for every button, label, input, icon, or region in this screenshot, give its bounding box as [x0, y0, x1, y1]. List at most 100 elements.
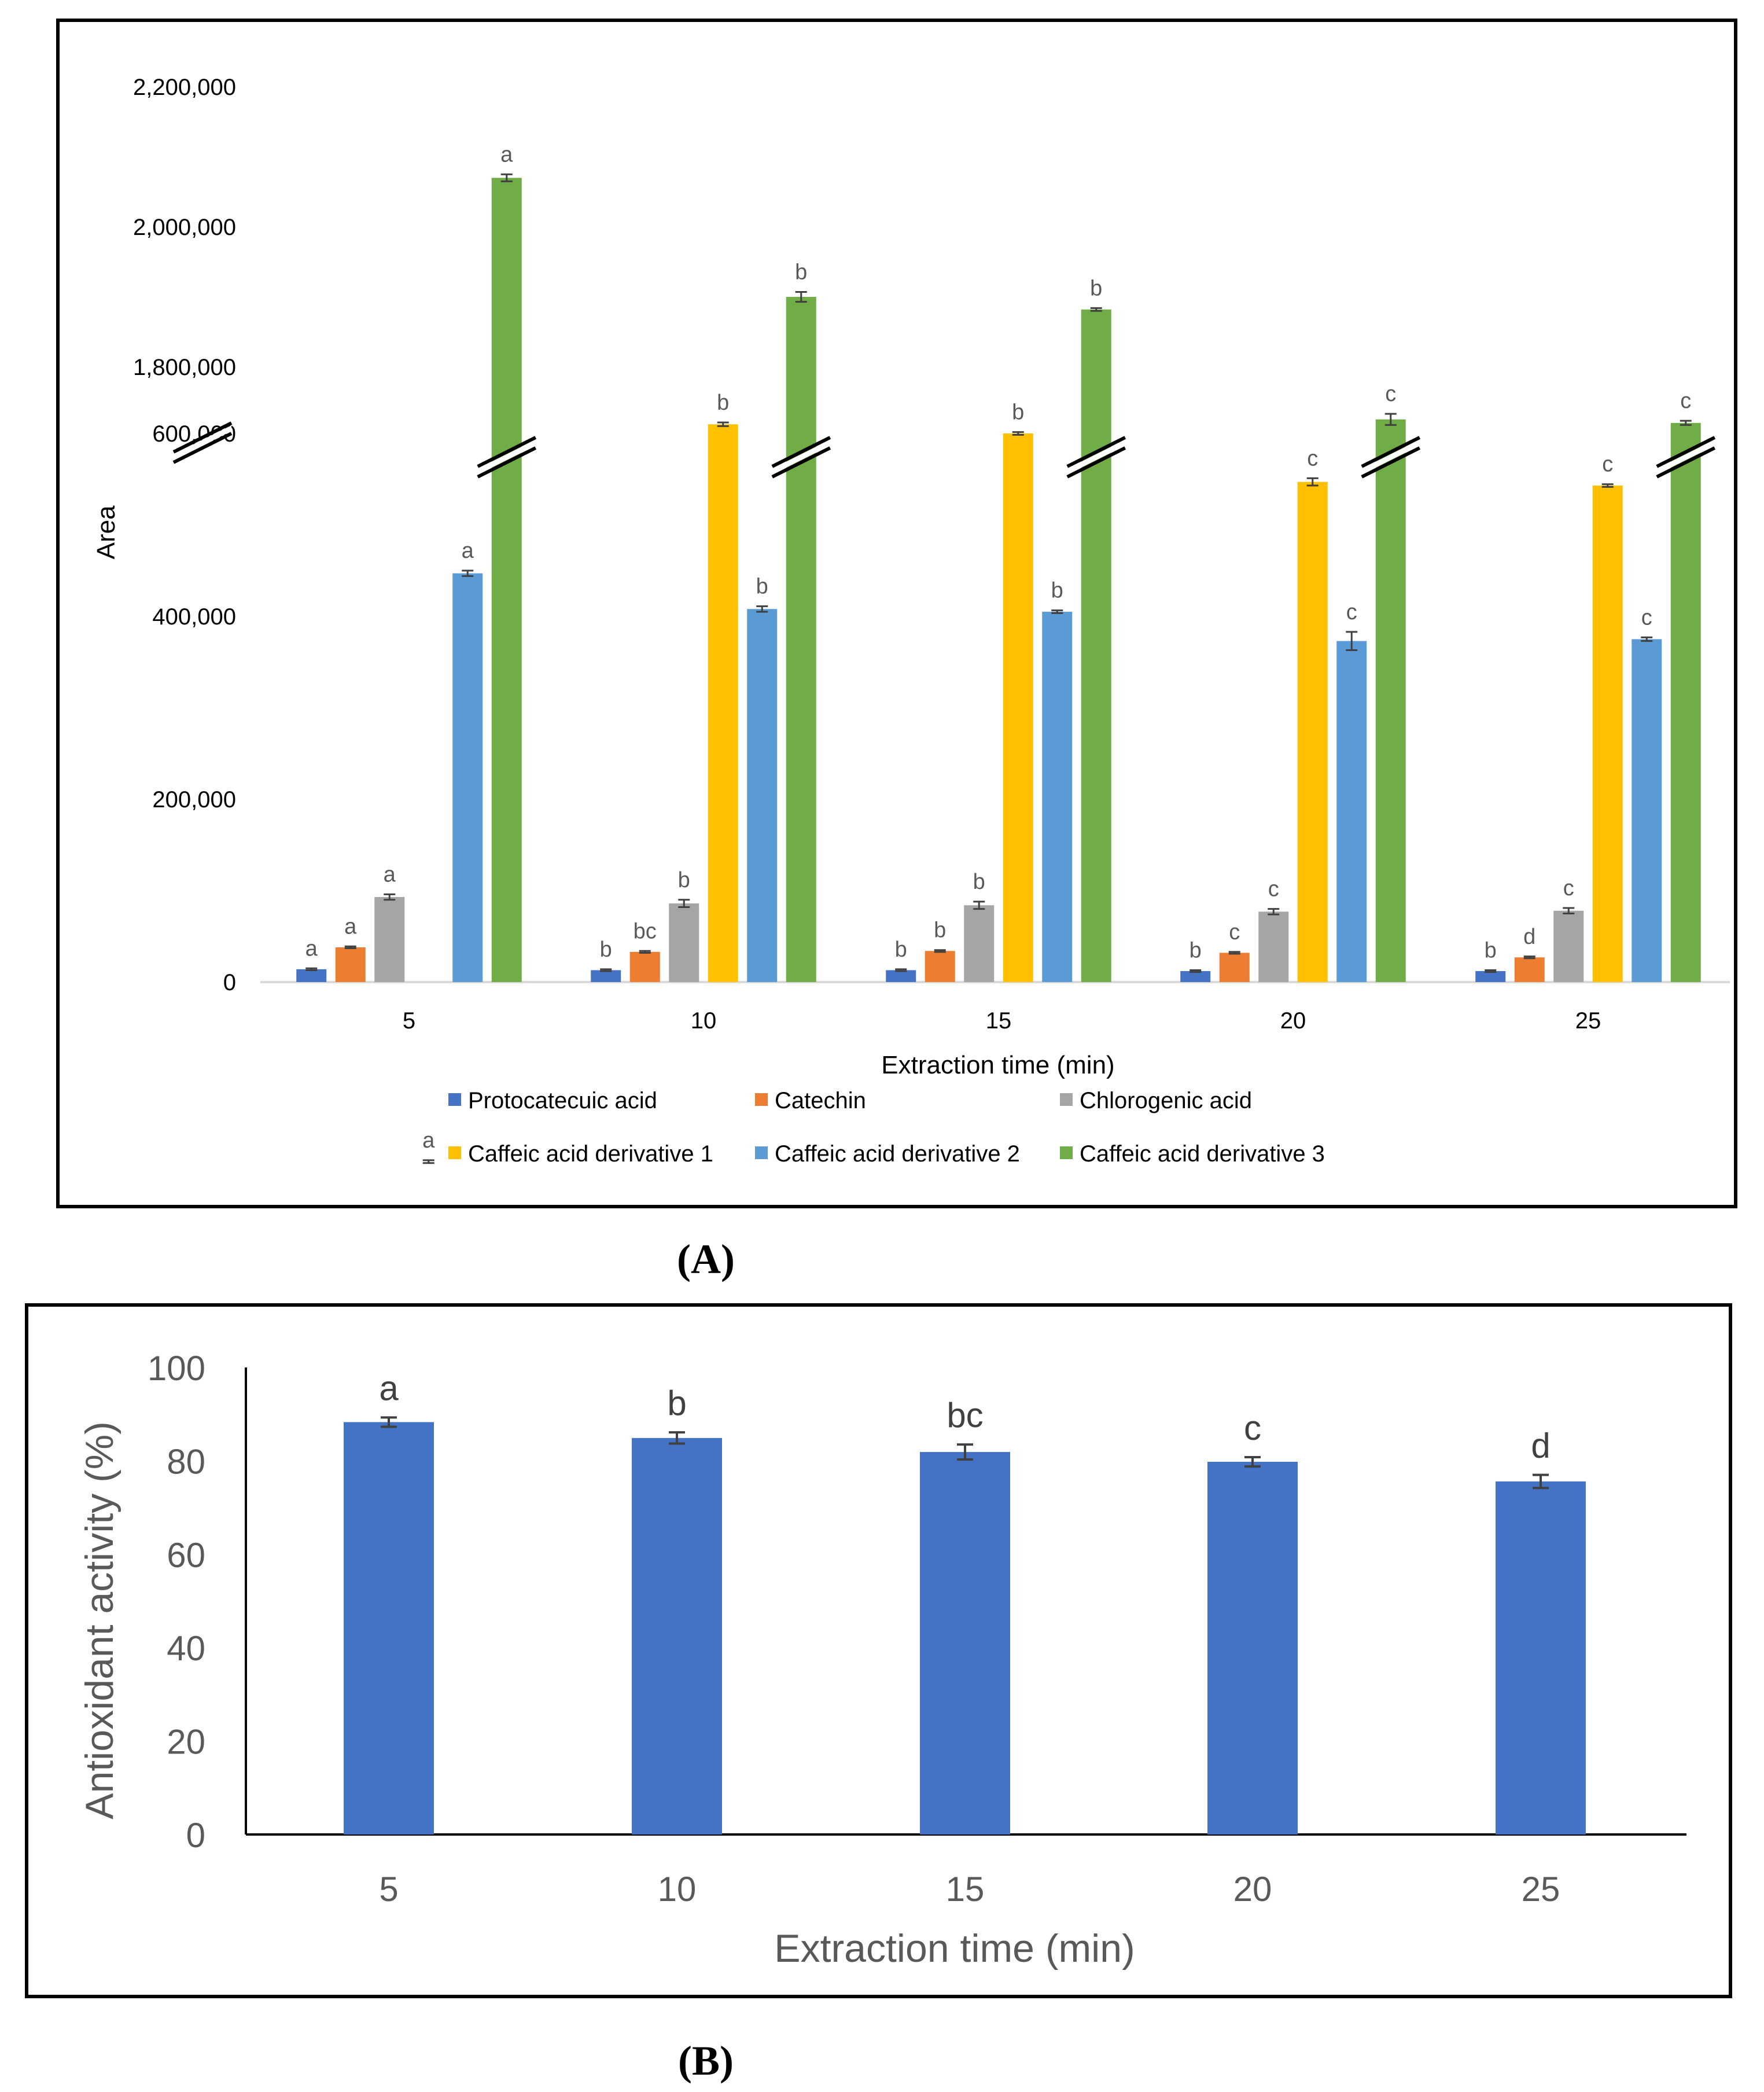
panel-a-bar	[591, 970, 621, 982]
panel-a-bar	[1632, 639, 1662, 982]
panel-a-bar	[1258, 911, 1289, 982]
panel-b-x-tick-label: 15	[946, 1870, 985, 1909]
panel-a-bar	[335, 947, 366, 982]
legend-entry-label: Caffeic acid derivative 1	[468, 1141, 713, 1167]
panel-a-error-bar	[462, 569, 474, 577]
axis-break-mark	[1066, 436, 1126, 479]
panel-a-bar	[1670, 422, 1701, 982]
legend-entry-label: Protocatecuic acid	[468, 1088, 657, 1113]
panel-b-significance-letter: c	[1244, 1409, 1261, 1447]
panel-b-y-tick-label: 20	[167, 1723, 205, 1762]
panel-a-x-tick-label: 25	[1575, 1008, 1601, 1034]
panel-a-bar	[452, 573, 483, 982]
panel-a-bar	[629, 951, 660, 982]
panel-a-error-bar	[717, 421, 729, 427]
panel-a-error-bar	[305, 967, 318, 971]
axis-break-line	[477, 446, 537, 479]
axis-break-mark	[477, 436, 537, 479]
panel-a-significance-letter: b	[934, 918, 946, 943]
panel-b-y-tick-label: 40	[167, 1629, 205, 1668]
panel-b-y-tick-label: 60	[167, 1536, 205, 1575]
panel-b-error-bar	[1244, 1455, 1261, 1468]
axis-break-line	[771, 436, 831, 468]
panel-a-error-bar	[1601, 483, 1614, 488]
axis-break-line	[477, 436, 537, 468]
panel-a-error-bar	[1346, 631, 1358, 651]
panel-a-bar	[747, 609, 778, 982]
panel-b-error-bar	[381, 1416, 397, 1428]
panel-a-x-tick-label: 15	[986, 1008, 1012, 1034]
panel-a-error-bar	[639, 950, 651, 954]
panel-a-significance-letter: c	[1563, 876, 1574, 900]
panel-a-significance-letter: c	[1641, 605, 1652, 630]
axis-break-line	[172, 432, 233, 464]
panel-a-bar	[1180, 971, 1211, 982]
panel-b-error-bar	[957, 1443, 973, 1461]
panel-b-chart: 0 20 40 60 80 100 a b bc c d 5 10 15 20 25 Antioxidan…	[25, 1303, 1732, 1998]
panel-a-error-bar	[795, 291, 807, 303]
panel-b-bar	[920, 1452, 1010, 1834]
panel-a-error-bar	[344, 945, 356, 950]
panel-a-bar	[1003, 433, 1033, 982]
panel-b-label: (B)	[678, 2038, 734, 2084]
panel-a-error-bar	[1051, 609, 1063, 614]
panel-a-y-tick-label: 0	[223, 970, 236, 995]
panel-a-error-bar	[1680, 420, 1692, 426]
panel-a-chart: 0200,000400,000600,0001,800,0002,000,000…	[56, 19, 1737, 1208]
legend-entry-label: Chlorogenic acid	[1080, 1088, 1252, 1113]
legend-swatch	[1060, 1146, 1073, 1159]
axis-break-gap	[174, 425, 231, 460]
axis-break-mark	[771, 436, 831, 479]
panel-a-significance-letter: bc	[634, 919, 657, 943]
panel-a-error-bar	[1485, 969, 1497, 973]
panel-a-significance-letter: d	[1523, 925, 1535, 949]
panel-a-error-bar	[1228, 951, 1240, 955]
axis-break-gap	[772, 440, 830, 475]
panel-a-significance-letter: b	[795, 260, 807, 285]
panel-a-x-tick-label: 20	[1280, 1008, 1306, 1034]
panel-a-error-bar	[600, 968, 612, 972]
panel-a-label: (A)	[677, 1236, 735, 1282]
panel-a-significance-letter: a	[344, 914, 357, 939]
panel-a-significance-letter: c	[1307, 446, 1318, 470]
panel-a-bar	[1592, 486, 1623, 982]
panel-a-bar	[708, 424, 738, 982]
axis-break-line	[1066, 436, 1126, 468]
panel-a-bar	[925, 951, 955, 982]
legend-swatch	[755, 1093, 768, 1106]
panel-a-legend: Protocatecuic acid Catechin Chlorogenic ac…	[448, 1088, 1325, 1167]
legend-entry-label: Caffeic acid derivative 2	[775, 1141, 1020, 1167]
panel-a-error-bar	[678, 899, 690, 908]
axis-break-line	[172, 421, 233, 454]
panel-a-x-tick-label: 5	[403, 1008, 415, 1034]
panel-a-error-bar	[934, 949, 946, 953]
panel-a-bar	[1219, 953, 1250, 982]
panel-a-significance-letter: b	[1485, 938, 1497, 962]
panel-a-error-bar	[973, 900, 985, 910]
panel-a-significance-letter: b	[973, 870, 985, 894]
panel-b-x-axis-label: Extraction time (min)	[774, 1926, 1135, 1970]
panel-b-significance-letter: b	[667, 1384, 686, 1422]
axis-break-gap	[1361, 440, 1420, 475]
panel-a-significance-letter: a	[500, 142, 513, 167]
panel-a-bar	[491, 178, 522, 982]
panel-a-bar	[1553, 910, 1584, 982]
panel-a-error-bar	[1090, 307, 1102, 312]
axis-break-line	[1361, 446, 1421, 479]
axis-break-gap	[1656, 440, 1715, 475]
panel-a-x-tick-label: 10	[691, 1008, 717, 1034]
panel-a-significance-letter: b	[717, 391, 729, 415]
panel-a-y-axis-label: Area	[92, 505, 120, 559]
panel-b-error-bar	[1533, 1473, 1549, 1490]
panel-b-significance-letter: a	[379, 1369, 399, 1407]
panel-a-bar	[1475, 971, 1506, 982]
panel-a-y-tick-label: 400,000	[152, 604, 236, 630]
panel-b-significance-letter: bc	[947, 1396, 983, 1435]
panel-a-error-bar	[1641, 636, 1653, 642]
panel-b-x-tick-label: 25	[1522, 1870, 1560, 1909]
panel-b-bar	[1496, 1481, 1586, 1834]
panel-a-bar	[886, 970, 916, 982]
panel-a-significance-letter: a	[384, 862, 396, 887]
panel-a-significance-letter: c	[1229, 920, 1240, 944]
panel-a-significance-letter: b	[1189, 938, 1202, 962]
